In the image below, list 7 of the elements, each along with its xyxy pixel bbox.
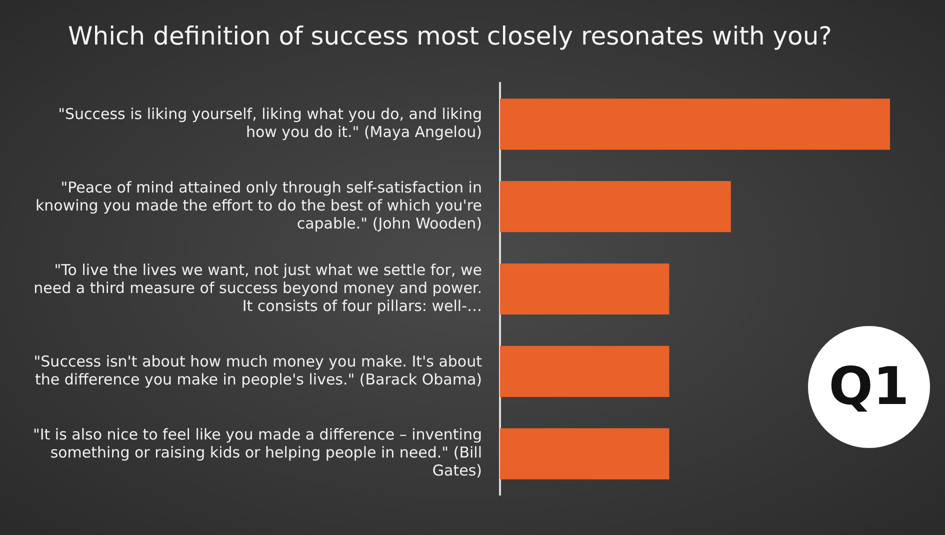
y-tick-label: "Success isn't about how much money you make. It's about the difference you make in people's lives." (Barack Obama)	[34, 352, 482, 388]
chart-title: Which definition of success most closely resonates with you?	[68, 22, 832, 50]
y-tick-label: "To live the lives we want, not just what we settle for, we need a third measure of success beyond money and power. It consists of four pillars: well-…	[34, 260, 482, 315]
y-tick-label: "It is also nice to feel like you made a difference – inventing something or raising kids or helping people in need." (Bill Gates)	[32, 426, 482, 480]
y-tick-label: "Peace of mind attained only through self-satisfaction in knowing you made the effort to do the best of which you're capable." (John Wooden)	[35, 178, 482, 232]
y-tick-label: "Success is liking yourself, liking what you do, and liking how you do it." (Maya Angelou)	[58, 105, 482, 142]
annotation: Q1	[808, 326, 930, 448]
